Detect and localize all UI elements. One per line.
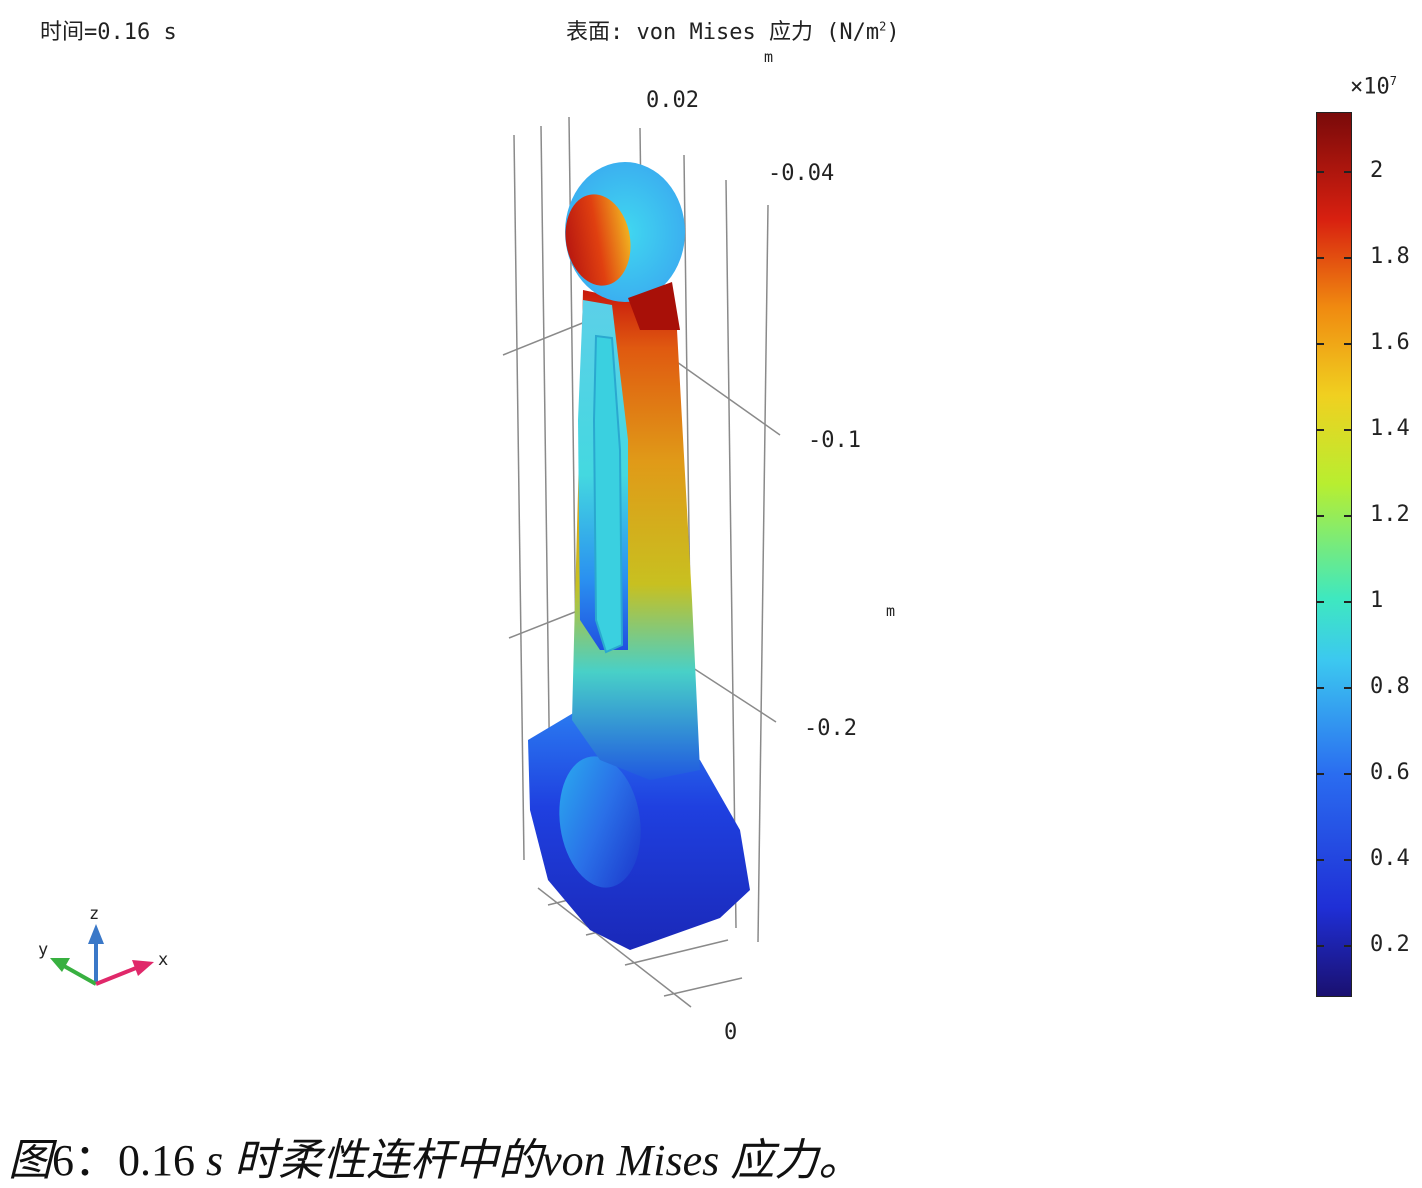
3d-plot-view[interactable] (0, 0, 1300, 1080)
caption-prefix: 图 (8, 1136, 52, 1185)
colorbar-tick (1316, 257, 1324, 259)
colorbar-tick (1316, 343, 1324, 345)
rod-neck-stress (628, 282, 680, 330)
triad-label-y: y (38, 940, 49, 960)
colorbar-label: 1.2 (1370, 502, 1410, 527)
title-prefix: 表面: von Mises 应力 (N/m (566, 20, 880, 45)
colorbar-label: 1 (1370, 588, 1384, 613)
figure-caption: 图6：0.16 s 时柔性连杆中的von Mises 应力。 (8, 1124, 862, 1188)
axis-unit-side: m (886, 602, 896, 620)
colorbar-tick (1344, 687, 1352, 689)
colorbar-tick (1344, 257, 1352, 259)
caption-end: 应力。 (719, 1136, 863, 1185)
colorbar-label: 1.8 (1370, 244, 1410, 269)
triad-label-z: z (89, 904, 100, 924)
plot-title: 表面: von Mises 应力 (N/m2) (566, 14, 900, 46)
time-label: 时间=0.16 s (40, 20, 177, 45)
rod-small-end-bore (565, 194, 631, 286)
axis-triad (50, 924, 154, 986)
colorbar-label: 1.4 (1370, 416, 1410, 441)
colorbar-tick (1344, 429, 1352, 431)
tick-label-z-2: -0.2 (804, 716, 857, 741)
colorbar-tick (1344, 515, 1352, 517)
colorbar-multiplier: ×107 (1350, 74, 1397, 99)
colorbar-tick (1316, 429, 1324, 431)
title-suffix: ) (886, 20, 900, 45)
axis-unit-top: m (764, 48, 774, 66)
colorbar-label: 0.4 (1370, 846, 1410, 871)
colorbar-tick (1316, 945, 1324, 947)
colorbar-label: 0.8 (1370, 674, 1410, 699)
tick-label-z-1: -0.1 (808, 428, 861, 453)
rod-big-end-bore (559, 756, 641, 888)
colorbar-tick (1316, 859, 1324, 861)
caption-text: 时柔性连杆中的 (234, 1136, 543, 1185)
colorbar-multiplier-base: ×10 (1350, 74, 1390, 100)
colorbar-tick (1316, 773, 1324, 775)
colorbar-tick (1316, 601, 1324, 603)
colorbar-label: 2 (1370, 158, 1384, 183)
colorbar-multiplier-exp: 7 (1389, 74, 1397, 88)
tick-label-x-top: 0.02 (646, 88, 699, 113)
caption-term: von Mises (542, 1136, 720, 1185)
title-sup: 2 (879, 19, 887, 34)
colorbar-tick (1344, 859, 1352, 861)
colorbar-tick (1316, 171, 1324, 173)
caption-unit: s (195, 1136, 235, 1185)
colorbar (1316, 112, 1352, 997)
colorbar-tick (1344, 945, 1352, 947)
colorbar-tick (1316, 515, 1324, 517)
colorbar-label: 1.6 (1370, 330, 1410, 355)
colorbar-tick (1344, 171, 1352, 173)
caption-number: 6：0.16 (52, 1136, 195, 1185)
colorbar-tick (1316, 687, 1324, 689)
connecting-rod-model[interactable] (528, 162, 750, 950)
colorbar-label: 0.2 (1370, 932, 1410, 957)
rod-web-groove (592, 334, 624, 654)
tick-label-bottom: 0 (724, 1020, 738, 1045)
triad-label-x: x (158, 950, 169, 970)
colorbar-label: 0.6 (1370, 760, 1410, 785)
colorbar-tick (1344, 773, 1352, 775)
colorbar-tick (1344, 343, 1352, 345)
colorbar-tick (1344, 601, 1352, 603)
tick-label-y-top: -0.04 (768, 161, 835, 186)
